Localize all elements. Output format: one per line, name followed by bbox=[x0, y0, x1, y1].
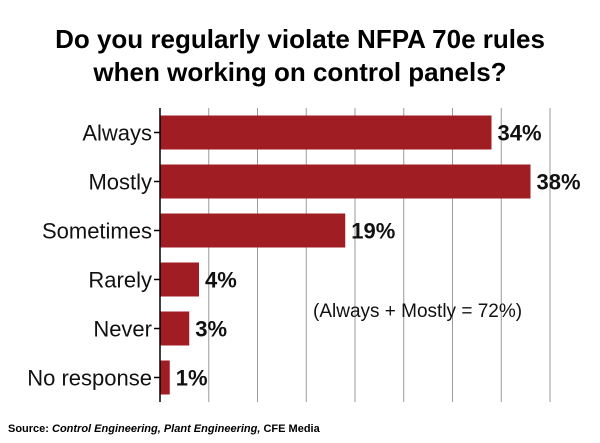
chart-title-line-2: when working on control panels? bbox=[92, 57, 506, 87]
bar bbox=[160, 360, 170, 395]
source-line: Source: Control Engineering, Plant Engin… bbox=[8, 423, 321, 435]
chart-title-line-1: Do you regularly violate NFPA 70e rules bbox=[55, 24, 545, 54]
value-label: 4% bbox=[205, 268, 237, 293]
value-label: 19% bbox=[351, 219, 395, 244]
value-label: 1% bbox=[176, 366, 208, 391]
category-label: Sometimes bbox=[42, 219, 152, 244]
bar bbox=[160, 164, 531, 199]
source-prefix: Source: bbox=[8, 423, 52, 435]
bar bbox=[160, 115, 492, 150]
plot-area: Always 34% Mostly 38% Sometimes 19% Rarely 4% Ne… bbox=[27, 108, 581, 402]
chart-title: Do you regularly violate NFPA 70e rules … bbox=[55, 24, 545, 87]
category-label: Always bbox=[82, 121, 152, 146]
source-publisher: CFE Media bbox=[260, 423, 320, 435]
category-label: No response bbox=[27, 366, 152, 391]
source-publications: Control Engineering, Plant Engineering, bbox=[52, 423, 260, 435]
value-label: 38% bbox=[537, 170, 581, 195]
value-label: 3% bbox=[195, 317, 227, 342]
value-label: 34% bbox=[498, 121, 542, 146]
category-label: Mostly bbox=[88, 170, 152, 195]
category-label: Never bbox=[93, 317, 152, 342]
bar bbox=[160, 213, 346, 248]
annotation-note: (Always + Mostly = 72%) bbox=[313, 301, 522, 322]
category-label: Rarely bbox=[88, 268, 152, 293]
bar bbox=[160, 311, 190, 346]
bar bbox=[160, 262, 199, 297]
